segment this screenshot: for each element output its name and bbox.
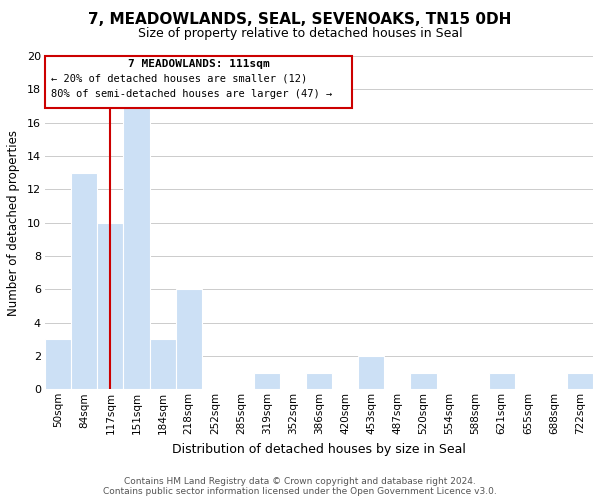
Bar xyxy=(306,372,332,390)
Bar xyxy=(410,372,437,390)
X-axis label: Distribution of detached houses by size in Seal: Distribution of detached houses by size … xyxy=(172,442,466,456)
FancyBboxPatch shape xyxy=(45,56,352,108)
Bar xyxy=(254,372,280,390)
Text: 7 MEADOWLANDS: 111sqm: 7 MEADOWLANDS: 111sqm xyxy=(128,58,269,68)
Bar xyxy=(176,290,202,390)
Bar xyxy=(45,340,71,390)
Bar xyxy=(358,356,385,390)
Bar xyxy=(97,222,124,390)
Text: Size of property relative to detached houses in Seal: Size of property relative to detached ho… xyxy=(137,28,463,40)
Text: ← 20% of detached houses are smaller (12): ← 20% of detached houses are smaller (12… xyxy=(50,74,307,84)
Text: Contains public sector information licensed under the Open Government Licence v3: Contains public sector information licen… xyxy=(103,487,497,496)
Bar xyxy=(149,340,176,390)
Text: Contains HM Land Registry data © Crown copyright and database right 2024.: Contains HM Land Registry data © Crown c… xyxy=(124,477,476,486)
Text: 80% of semi-detached houses are larger (47) →: 80% of semi-detached houses are larger (… xyxy=(50,88,332,99)
Bar xyxy=(488,372,515,390)
Bar xyxy=(71,172,97,390)
Y-axis label: Number of detached properties: Number of detached properties xyxy=(7,130,20,316)
Bar xyxy=(124,106,149,390)
Bar xyxy=(567,372,593,390)
Text: 7, MEADOWLANDS, SEAL, SEVENOAKS, TN15 0DH: 7, MEADOWLANDS, SEAL, SEVENOAKS, TN15 0D… xyxy=(88,12,512,28)
